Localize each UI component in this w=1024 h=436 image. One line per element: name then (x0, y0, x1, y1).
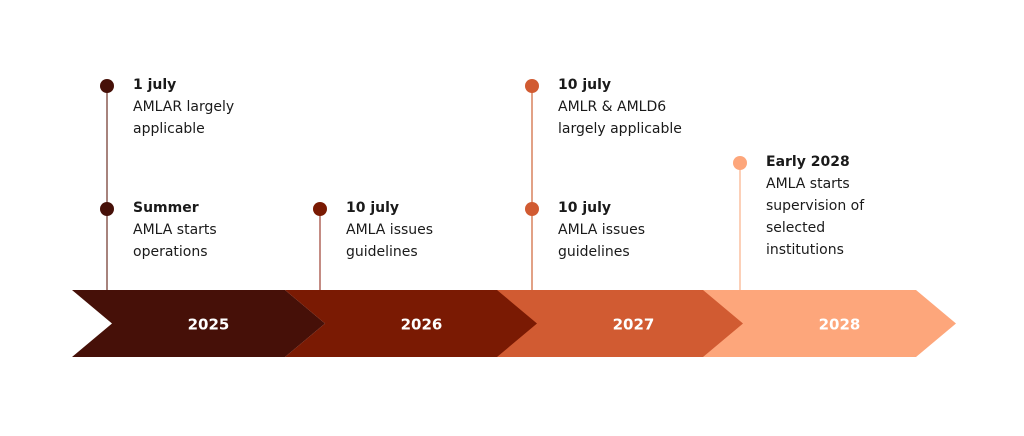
milestone-dot (733, 156, 747, 170)
milestone-description: AMLA issues (346, 222, 434, 238)
milestone-event: 10 july AMLA issues guidelines (346, 197, 433, 263)
milestone-dot (525, 202, 539, 216)
milestone-description: largely applicable (558, 121, 682, 137)
milestone-description: AMLAR largely (133, 99, 235, 115)
year-chevron (703, 290, 956, 357)
milestone-dot (100, 202, 114, 216)
milestone-event: 1 july AMLAR largely applicable (133, 74, 234, 140)
year-label: 2025 (188, 316, 230, 334)
milestone-date: 10 july (558, 200, 612, 216)
milestone-date: 1 july (133, 77, 177, 93)
milestone-date: Summer (133, 200, 199, 216)
milestone-event: Early 2028 AMLA starts supervision of selec… (766, 151, 864, 261)
year-label: 2026 (401, 316, 443, 334)
milestone-description: AMLR & AMLD6 (558, 99, 667, 115)
year-label: 2028 (819, 316, 861, 334)
milestone-description: applicable (133, 121, 205, 137)
milestone-dot (313, 202, 327, 216)
milestone-description: institutions (766, 242, 844, 258)
milestone-description: AMLA starts (133, 222, 217, 238)
milestone-description: selected (766, 220, 826, 236)
year-chevron (497, 290, 750, 357)
year-chevron (72, 290, 325, 357)
milestone-dot (525, 79, 539, 93)
milestone-event: 10 july AMLA issues guidelines (558, 197, 645, 263)
milestone-event: 10 july AMLR & AMLD6 largely applicable (558, 74, 682, 140)
milestone-date: 10 july (346, 200, 400, 216)
milestone-description: AMLA issues (558, 222, 646, 238)
year-label: 2027 (613, 316, 655, 334)
year-chevron (285, 290, 538, 357)
milestone-description: guidelines (346, 244, 418, 260)
milestone-description: operations (133, 244, 208, 260)
milestone-dot (100, 79, 114, 93)
milestone-description: supervision of (766, 198, 865, 214)
milestone-description: guidelines (558, 244, 630, 260)
milestone-description: AMLA starts (766, 176, 850, 192)
milestone-date: Early 2028 (766, 154, 850, 170)
milestone-event: Summer AMLA starts operations (133, 197, 217, 263)
milestone-date: 10 july (558, 77, 612, 93)
